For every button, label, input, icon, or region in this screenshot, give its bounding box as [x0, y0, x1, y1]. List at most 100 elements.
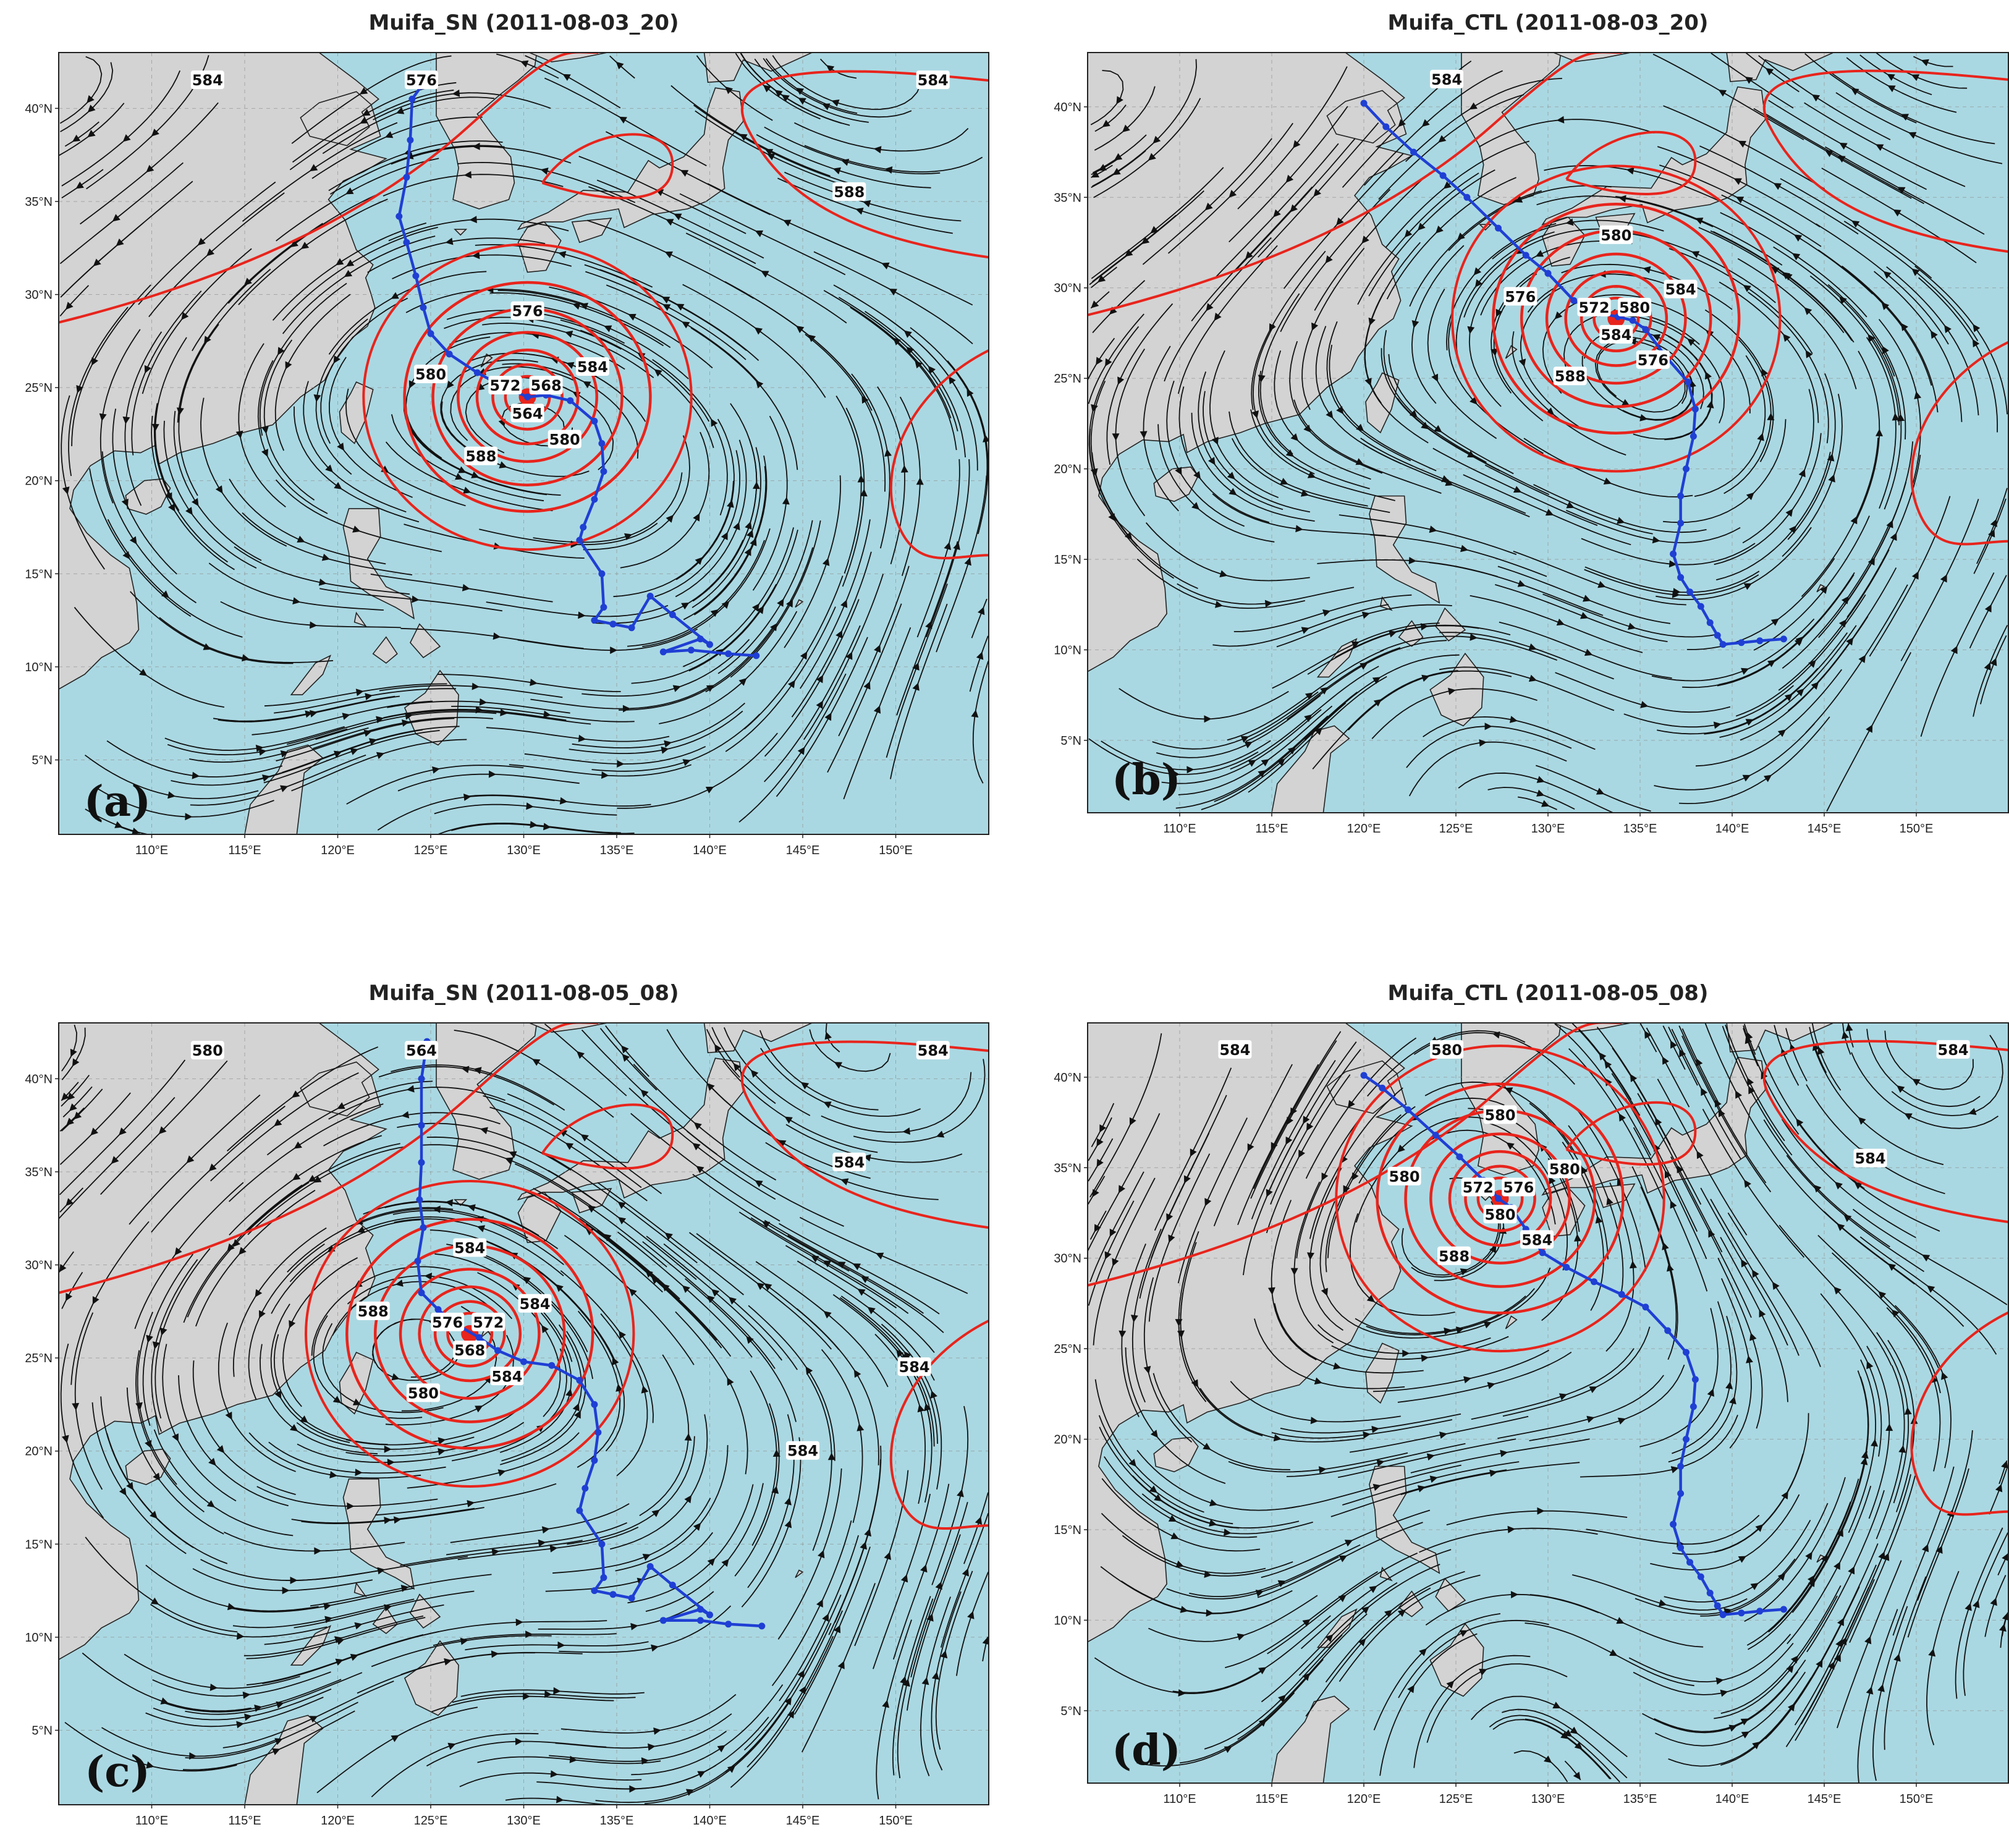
track-point	[706, 1611, 713, 1619]
lon-tick-label: 120°E	[321, 844, 355, 857]
contour-label: 576	[1502, 1177, 1536, 1197]
contour-label: 580	[548, 430, 582, 449]
contour-labels: 580 576 584 588 576 572 580 584 584	[1430, 69, 1698, 386]
axis-ticks: 110°E 115°E 120°E 125°E 130°E 135°E 140°E 145°E…	[1054, 101, 1933, 836]
contour-labels: 580 580 580 588 584 572 576 580 580 584 584 584	[1218, 1040, 1970, 1265]
contour-label: 580	[1387, 1166, 1421, 1185]
streamlines	[1088, 1023, 2008, 1783]
lon-tick-label: 110°E	[135, 844, 168, 857]
svg-text:584: 584	[577, 358, 608, 376]
lon-tick-label: 115°E	[1255, 822, 1288, 836]
svg-text:580: 580	[1601, 227, 1631, 244]
track-point	[1690, 1403, 1697, 1410]
land	[1088, 1023, 1834, 1783]
track-point	[1670, 1520, 1677, 1528]
track-point	[1432, 1132, 1439, 1139]
track-point	[1691, 1376, 1699, 1383]
track-point	[1360, 100, 1368, 107]
track-point	[1686, 588, 1693, 596]
panel-label: (b)	[1112, 755, 1181, 805]
contour-label: 584	[575, 357, 609, 376]
track-point	[580, 523, 587, 531]
svg-text:564: 564	[406, 1042, 437, 1059]
map-b: Muifa_CTL (2011-08-03_20) 580 576 584 588 576…	[1054, 11, 2009, 836]
lat-tick-label: 15°N	[1054, 553, 1081, 567]
axis-ticks: 110°E 115°E 120°E 125°E 130°E 135°E 140°E 145°E…	[25, 1072, 913, 1828]
svg-text:580: 580	[415, 366, 446, 383]
svg-text:580: 580	[1389, 1168, 1420, 1185]
svg-text:584: 584	[1521, 1231, 1552, 1248]
svg-text:564: 564	[512, 405, 543, 422]
lat-tick-label: 35°N	[25, 1166, 53, 1179]
land	[59, 53, 813, 834]
track-point	[1382, 123, 1390, 130]
panel-title: Muifa_SN (2011-08-05_08)	[368, 981, 679, 1006]
track-point	[1683, 1349, 1690, 1356]
svg-text:580: 580	[1549, 1161, 1580, 1178]
panel-label: (a)	[84, 777, 151, 826]
track-point	[600, 468, 607, 475]
lon-tick-label: 150°E	[879, 844, 913, 857]
track-point	[591, 617, 598, 624]
track-point	[1714, 632, 1721, 639]
track-point	[1677, 1544, 1685, 1551]
contour-label: 576	[1636, 350, 1670, 369]
lat-tick-label: 25°N	[1054, 1342, 1081, 1356]
track-point	[1410, 148, 1417, 156]
lon-tick-label: 130°E	[507, 844, 541, 857]
svg-text:584: 584	[520, 1295, 551, 1313]
track-point	[646, 1563, 654, 1570]
lon-tick-label: 135°E	[600, 1814, 634, 1828]
svg-text:588: 588	[834, 184, 865, 201]
lon-tick-label: 130°E	[507, 1814, 541, 1828]
track-point	[1522, 252, 1529, 259]
svg-text:576: 576	[432, 1314, 463, 1331]
lat-tick-label: 40°N	[25, 102, 53, 116]
lon-tick-label: 150°E	[1900, 822, 1934, 836]
lon-tick-label: 125°E	[414, 844, 448, 857]
track-point	[1495, 1195, 1502, 1202]
contour-label: 588	[1437, 1246, 1471, 1265]
svg-text:580: 580	[408, 1384, 439, 1402]
lat-tick-label: 35°N	[1054, 191, 1081, 205]
contour-label: 576	[431, 1312, 465, 1331]
lat-tick-label: 25°N	[25, 381, 53, 395]
lon-tick-label: 110°E	[135, 1814, 168, 1828]
contour-labels: 584 588 584 580 584 576 572 568 564 580 584 584 584 5…	[190, 1041, 950, 1460]
contour-label: 584	[897, 1357, 931, 1376]
track-point	[1683, 465, 1690, 473]
track-point	[1697, 603, 1704, 610]
contour-label: 576	[1504, 287, 1537, 306]
lat-tick-label: 35°N	[25, 195, 53, 209]
track-point	[687, 646, 695, 654]
contour-label: 584	[832, 1152, 866, 1171]
contour-label: 584	[190, 70, 224, 90]
track-point	[598, 570, 606, 577]
svg-text:584: 584	[899, 1358, 930, 1376]
track-point	[1738, 639, 1745, 646]
svg-text:568: 568	[454, 1342, 485, 1359]
track-point	[567, 397, 574, 404]
lat-tick-label: 20°N	[1054, 1433, 1081, 1447]
height-contours	[59, 53, 989, 560]
contour-label: 584	[1664, 279, 1698, 299]
lon-tick-label: 125°E	[1439, 1792, 1473, 1806]
track-point	[591, 496, 598, 503]
track-point	[706, 641, 713, 648]
height-contours	[1088, 1023, 2008, 1516]
contour-labels: 576 580 584 588 580 572 568 564 576 584 584 588	[190, 70, 950, 465]
streamlines	[1088, 53, 2008, 813]
typhoon-track	[414, 1038, 766, 1630]
svg-text:576: 576	[1638, 352, 1669, 369]
track-point	[1738, 1609, 1745, 1617]
contour-label: 564	[404, 1041, 438, 1060]
lat-tick-label: 25°N	[1054, 372, 1081, 386]
track-point	[1379, 1084, 1386, 1091]
lat-tick-label: 15°N	[25, 1538, 53, 1551]
contour-label: 584	[1430, 69, 1464, 88]
track-point	[646, 593, 654, 600]
lat-tick-label: 25°N	[25, 1352, 53, 1365]
svg-text:584: 584	[918, 1042, 949, 1059]
panel-title: Muifa_CTL (2011-08-03_20)	[1388, 11, 1709, 35]
